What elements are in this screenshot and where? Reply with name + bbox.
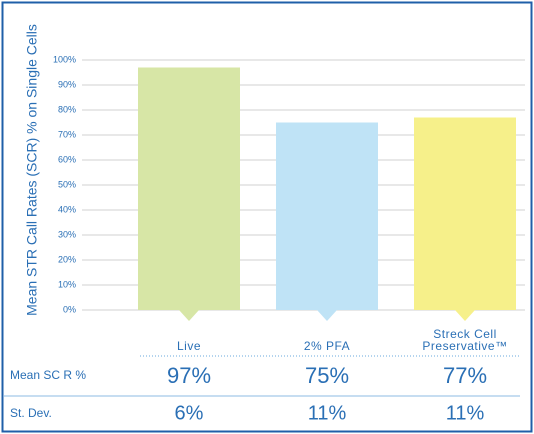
y-tick-label: 70% — [58, 129, 76, 139]
y-tick-label: 40% — [58, 204, 76, 214]
stdev-label: 11% — [308, 402, 347, 424]
row-label: St. Dev. — [10, 406, 52, 420]
y-tick-label: 60% — [58, 154, 76, 164]
y-tick-label: 50% — [58, 179, 76, 189]
y-tick-label: 30% — [58, 229, 76, 239]
bar-pointer — [179, 310, 199, 321]
y-tick-label: 20% — [58, 254, 76, 264]
stdev-label: 6% — [175, 402, 204, 424]
y-axis-label: Mean STR Call Rates (SCR) % on Single Ce… — [24, 24, 40, 316]
x-tick-label: Streck Cell Preservative™ — [422, 327, 508, 353]
bar-pointer — [455, 310, 475, 321]
y-tick-label: 0% — [63, 304, 76, 314]
bar — [276, 122, 378, 310]
x-tick-label: Live — [176, 339, 201, 353]
x-tick-label-box: Streck Cell Preservative™ — [422, 327, 508, 353]
bar-pointer — [317, 310, 337, 321]
value-label: 97% — [167, 363, 211, 388]
value-label: 77% — [443, 363, 487, 388]
stdev-label: 11% — [446, 402, 485, 424]
x-tick-label: 2% PFA — [303, 339, 351, 353]
x-tick-label-box: 2% PFA — [303, 339, 351, 353]
row-label: Mean SC R % — [10, 368, 86, 382]
y-tick-label: 80% — [58, 104, 76, 114]
value-label: 75% — [305, 363, 349, 388]
bar — [138, 67, 240, 310]
y-tick-label: 100% — [53, 54, 76, 64]
bar — [414, 117, 516, 310]
y-tick-label: 90% — [58, 79, 76, 89]
x-tick-label-box: Live — [176, 339, 201, 353]
y-tick-label: 10% — [58, 279, 76, 289]
